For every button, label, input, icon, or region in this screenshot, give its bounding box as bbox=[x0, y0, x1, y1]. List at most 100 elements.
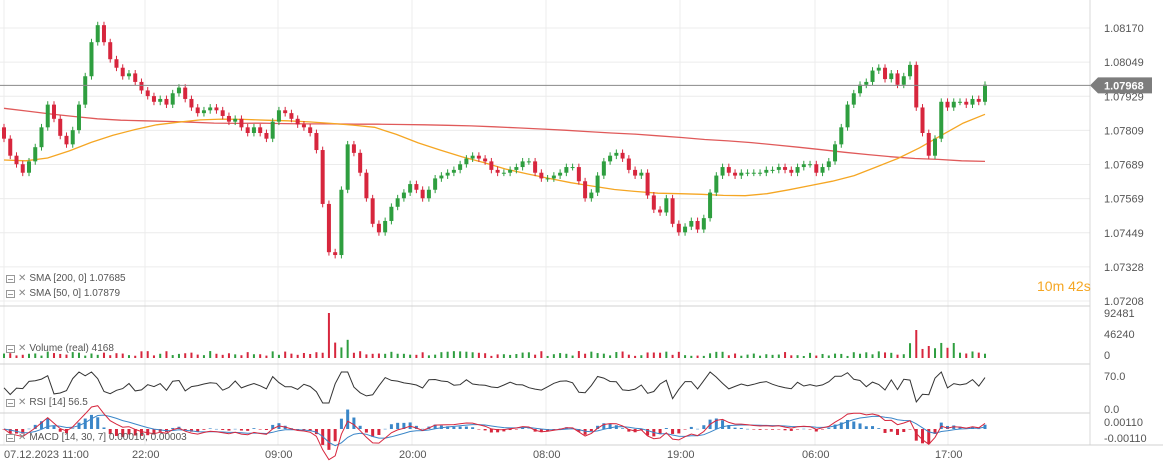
macd-histogram-bar bbox=[477, 429, 481, 430]
candle-body bbox=[95, 25, 100, 43]
indicator-settings-icon[interactable] bbox=[6, 398, 15, 407]
candle-body bbox=[701, 218, 706, 230]
macd-histogram-bar bbox=[489, 429, 493, 433]
candle-body bbox=[233, 118, 238, 122]
volume-bar bbox=[646, 352, 649, 358]
candle-body bbox=[483, 158, 488, 162]
volume-bar bbox=[321, 352, 324, 358]
candle-body bbox=[8, 138, 13, 156]
macd-histogram-bar bbox=[789, 429, 793, 431]
indicator-settings-icon[interactable] bbox=[6, 433, 15, 442]
candle-body bbox=[939, 101, 944, 139]
candle-body bbox=[339, 189, 344, 256]
close-icon[interactable]: ✕ bbox=[18, 272, 27, 284]
macd-histogram-bar bbox=[602, 423, 606, 429]
candle-body bbox=[33, 147, 38, 162]
macd-histogram-bar bbox=[796, 429, 800, 430]
volume-bar bbox=[702, 355, 705, 358]
legend-sma50: ✕ SMA [50, 0] 1.07879 bbox=[6, 288, 120, 299]
time-axis: 07.12.2023 11:00 22:00 09:00 20:00 08:00 19:0… bbox=[4, 449, 963, 461]
volume-bar bbox=[221, 354, 224, 358]
candle-body bbox=[858, 84, 863, 94]
macd-histogram-bar bbox=[933, 429, 937, 434]
indicator-settings-icon[interactable] bbox=[6, 274, 15, 283]
time-tick-label: 07.12.2023 11:00 bbox=[4, 449, 89, 461]
volume-bar bbox=[590, 351, 593, 358]
macd-histogram-bar bbox=[864, 426, 868, 429]
volume-bar bbox=[21, 354, 24, 358]
volume-bar bbox=[546, 355, 549, 358]
volume-bar bbox=[396, 353, 399, 358]
macd-histogram-bar bbox=[346, 409, 350, 429]
candle-body bbox=[320, 150, 325, 204]
macd-histogram-bar bbox=[308, 429, 312, 431]
candle-body bbox=[739, 172, 744, 176]
candle-body bbox=[876, 67, 881, 71]
macd-histogram-bar bbox=[21, 429, 25, 434]
volume-bar bbox=[290, 353, 293, 358]
volume-bar bbox=[890, 352, 893, 358]
indicator-settings-icon[interactable] bbox=[6, 344, 15, 353]
candle-body bbox=[433, 178, 438, 190]
volume-bar bbox=[296, 354, 299, 358]
candle-body bbox=[545, 178, 550, 180]
macd-histogram-bar bbox=[877, 428, 881, 429]
close-icon[interactable]: ✕ bbox=[18, 287, 27, 299]
indicator-settings-icon[interactable] bbox=[6, 289, 15, 298]
macd-histogram-bar bbox=[589, 429, 593, 432]
macd-histogram-bar bbox=[127, 429, 131, 435]
volume-bar bbox=[240, 355, 243, 358]
volume-bar bbox=[284, 351, 287, 358]
volume-bar bbox=[790, 355, 793, 358]
volume-bar bbox=[859, 353, 862, 358]
volume-bar bbox=[165, 351, 168, 358]
price-tick-label: 1.07809 bbox=[1104, 125, 1144, 137]
macd-histogram-bar bbox=[946, 425, 950, 429]
macd-histogram-bar bbox=[764, 429, 768, 430]
candle-body bbox=[201, 110, 206, 114]
candle-body bbox=[551, 175, 556, 179]
volume-bar bbox=[277, 354, 280, 358]
candle-body bbox=[808, 164, 813, 166]
volume-bar bbox=[134, 355, 137, 358]
candle-body bbox=[945, 101, 950, 108]
macd-histogram-bar bbox=[646, 429, 650, 436]
macd-histogram-bar bbox=[852, 421, 856, 429]
candle-body bbox=[126, 73, 131, 77]
volume-bar bbox=[902, 354, 905, 358]
candle-body bbox=[645, 172, 650, 196]
volume-bar bbox=[46, 351, 49, 358]
volume-bar bbox=[190, 352, 193, 358]
close-icon[interactable]: ✕ bbox=[18, 431, 27, 443]
close-icon[interactable]: ✕ bbox=[18, 396, 27, 408]
volume-bar bbox=[202, 355, 205, 358]
macd-histogram-bar bbox=[389, 424, 393, 429]
macd-histogram-bar bbox=[521, 427, 525, 429]
volume-pane: 92481 46240 0 bbox=[3, 308, 1135, 362]
volume-bar bbox=[509, 354, 512, 358]
volume-bar bbox=[102, 352, 105, 358]
volume-bar bbox=[340, 347, 343, 358]
candle-body bbox=[514, 167, 519, 170]
candle-body bbox=[783, 167, 788, 170]
macd-histogram-bar bbox=[271, 424, 275, 429]
candle-body bbox=[39, 127, 44, 148]
candle-body bbox=[864, 81, 869, 85]
macd-histogram-bar bbox=[152, 429, 156, 435]
candle-body bbox=[408, 184, 413, 193]
candle-body bbox=[426, 189, 431, 199]
volume-bar bbox=[315, 352, 318, 358]
volume-bar bbox=[421, 352, 424, 358]
macd-histogram-bar bbox=[446, 426, 450, 429]
macd-histogram-bar bbox=[902, 429, 906, 433]
macd-histogram-bar bbox=[208, 428, 212, 429]
candle-body bbox=[370, 198, 375, 224]
macd-histogram-bar bbox=[46, 418, 50, 429]
macd-histogram-bar bbox=[839, 422, 843, 429]
volume-bar bbox=[940, 342, 943, 358]
candle-body bbox=[526, 161, 531, 163]
time-tick-label: 08:00 bbox=[533, 449, 561, 461]
candle-body bbox=[689, 220, 694, 227]
close-icon[interactable]: ✕ bbox=[18, 342, 27, 354]
